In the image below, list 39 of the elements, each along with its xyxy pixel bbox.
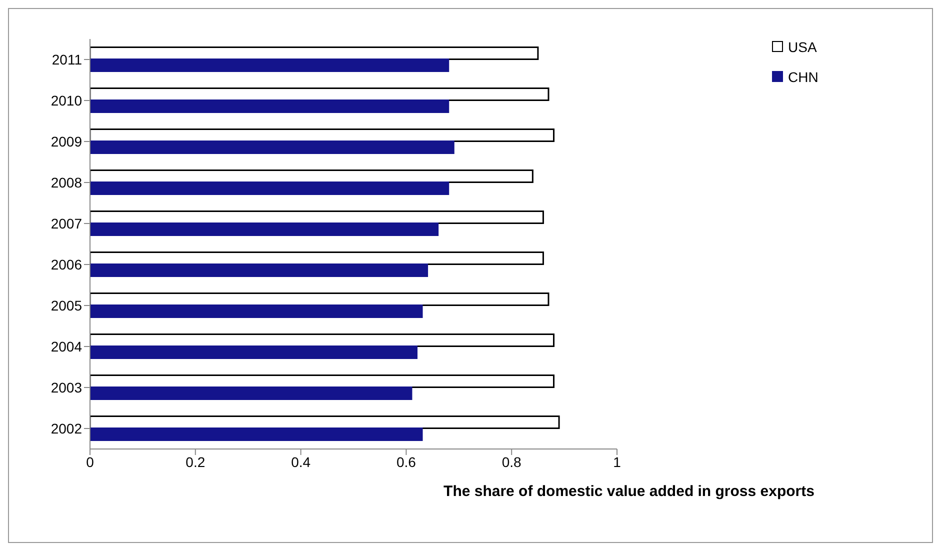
bar — [90, 345, 418, 359]
x-axis-title: The share of domestic value added in gross exports — [442, 483, 816, 500]
bar — [90, 46, 539, 60]
bar — [90, 427, 423, 441]
bar — [90, 128, 555, 142]
x-tick-label: 0.4 — [291, 454, 311, 470]
bar — [90, 210, 544, 224]
bar — [90, 374, 555, 388]
x-tick-label: 1 — [613, 454, 622, 470]
y-tick-label: 2003 — [50, 379, 82, 396]
y-tick-label: 2004 — [50, 338, 82, 354]
y-tick-label: 2008 — [50, 174, 82, 190]
y-tick-label: 2005 — [50, 297, 82, 314]
bar — [90, 415, 560, 429]
legend-label: USA — [788, 39, 817, 55]
bar — [90, 251, 544, 265]
x-tick-label: 0.8 — [502, 454, 522, 470]
y-tick-label: 2010 — [50, 92, 82, 108]
bar — [90, 304, 423, 318]
bar — [90, 263, 428, 277]
x-tick-label: 0.2 — [186, 454, 206, 470]
bar — [90, 181, 450, 195]
bar — [90, 169, 534, 183]
bar — [90, 222, 439, 236]
bar — [90, 333, 555, 347]
bar — [90, 292, 550, 306]
bar — [90, 99, 450, 113]
y-tick-label: 2007 — [50, 215, 82, 232]
y-tick-label: 2011 — [52, 51, 82, 68]
y-tick-label: 2009 — [50, 133, 82, 150]
bar — [90, 386, 412, 400]
y-tick-label: 2006 — [50, 256, 82, 272]
bar — [90, 87, 550, 101]
bar — [90, 140, 454, 154]
legend-label: CHN — [788, 69, 818, 85]
y-tick-label: 2002 — [50, 420, 82, 436]
x-tick-label: 0.6 — [396, 454, 416, 470]
bar — [90, 58, 450, 72]
x-tick-label: 0 — [86, 454, 94, 470]
